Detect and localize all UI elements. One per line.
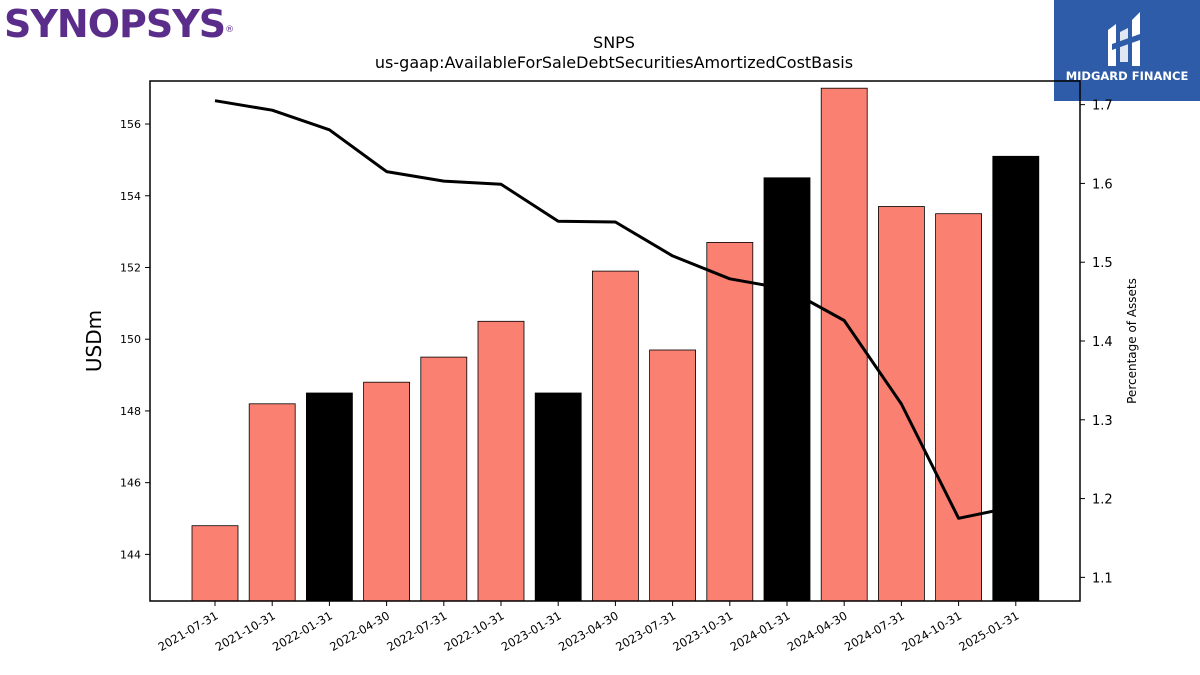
left-axis: 144 146 148 150 152 154 156	[120, 118, 150, 561]
bar	[363, 381, 411, 602]
x-tick-label: 2024-04-30	[785, 608, 850, 654]
midgard-logo-icon	[1108, 12, 1140, 66]
bars-group	[191, 87, 1040, 602]
y2-tick-label: 1.6	[1092, 177, 1113, 192]
y-tick-label: 144	[120, 548, 141, 561]
bar	[191, 525, 239, 602]
x-tick-label: 2022-01-31	[270, 608, 335, 654]
bar	[477, 320, 525, 602]
y-tick-label: 152	[120, 261, 141, 274]
y-tick-label: 150	[120, 333, 141, 346]
bar	[248, 403, 296, 602]
y2-tick-label: 1.1	[1092, 571, 1113, 586]
bar	[420, 356, 468, 602]
x-tick-label: 2024-01-31	[728, 608, 793, 654]
synopsys-logo: SYNOPSYS®	[4, 2, 234, 46]
right-axis: 1.1 1.2 1.3 1.4 1.5 1.6 1.7	[1080, 99, 1113, 586]
percentage-line	[214, 99, 1017, 520]
x-tick-label: 2023-07-31	[613, 608, 678, 654]
bar	[305, 392, 353, 602]
y-axis-label: USDm	[82, 310, 106, 372]
y2-tick-label: 1.3	[1092, 414, 1113, 429]
bar	[706, 241, 754, 602]
x-tick-label: 2021-10-31	[213, 608, 278, 654]
chart-title: SNPS	[593, 33, 635, 52]
y-tick-label: 156	[120, 118, 141, 131]
y2-tick-label: 1.4	[1092, 335, 1113, 350]
x-tick-label: 2025-01-31	[956, 608, 1021, 654]
synopsys-logo-text: SYNOPSYS	[4, 2, 226, 46]
y2-tick-label: 1.5	[1092, 256, 1113, 271]
x-tick-label: 2022-07-31	[384, 608, 449, 654]
y-tick-label: 146	[120, 477, 141, 490]
x-tick-label: 2023-10-31	[670, 608, 735, 654]
bar	[763, 177, 811, 602]
bar	[992, 155, 1040, 602]
bar	[935, 213, 982, 602]
x-tick-label: 2021-07-31	[156, 608, 221, 654]
midgard-finance-logo: MIDGARD FINANCE	[1054, 0, 1200, 101]
x-tick-label: 2023-04-30	[556, 608, 621, 654]
registered-mark: ®	[225, 25, 234, 35]
y-tick-label: 154	[120, 190, 141, 203]
x-tick-label: 2022-04-30	[327, 608, 392, 654]
x-tick-label: 2023-01-31	[499, 608, 564, 654]
x-tick-label: 2024-07-31	[842, 608, 907, 654]
x-tick-label: 2024-10-31	[899, 608, 964, 654]
y2-tick-label: 1.2	[1092, 493, 1113, 508]
y2-tick-label: 1.7	[1092, 99, 1113, 114]
bar	[534, 392, 582, 602]
bar	[649, 349, 696, 602]
line-group	[214, 99, 1017, 520]
y-tick-label: 148	[120, 405, 141, 418]
x-axis: 2021-07-312021-10-312022-01-312022-04-30…	[156, 601, 1021, 654]
x-tick-label: 2022-10-31	[442, 608, 507, 654]
bar	[592, 270, 639, 602]
y2-axis-label: Percentage of Assets	[1125, 278, 1139, 404]
midgard-logo-text: MIDGARD FINANCE	[1065, 69, 1189, 83]
chart-subtitle: us-gaap:AvailableForSaleDebtSecuritiesAm…	[375, 53, 853, 72]
